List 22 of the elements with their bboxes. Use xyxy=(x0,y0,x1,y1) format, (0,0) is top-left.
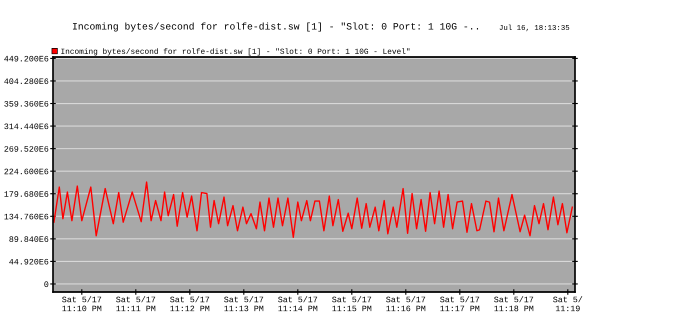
x-tick-label: Sat 5/17 11:18 PM xyxy=(494,296,534,312)
x-tick-label: Sat 5/17 11:13 PM xyxy=(224,296,264,312)
y-tick-label: 359.360E6 xyxy=(4,100,48,107)
x-tick-label: Sat 5/17 11:11 PM xyxy=(116,296,156,312)
y-tick-label: 404.280E6 xyxy=(4,78,48,84)
x-tick-label: Sat 5/17 11:15 PM xyxy=(332,296,372,312)
y-tick-label: 269.520E6 xyxy=(4,146,48,152)
x-tick-label: Sat 5/ 11:19 xyxy=(553,296,582,312)
chart-title: Incoming bytes/second for rolfe-dist.sw [1] - "Slot: 0 Port: 1 10G -.. xyxy=(72,22,478,32)
y-tick-label: 314.440E6 xyxy=(4,124,48,130)
y-tick-label: 224.600E6 xyxy=(4,168,48,174)
y-tick-label: 0 xyxy=(44,281,48,288)
x-tick-label: Sat 5/17 11:12 PM xyxy=(170,296,210,312)
y-tick-label: 179.680E6 xyxy=(4,191,48,197)
y-tick-label: 449.200E6 xyxy=(4,56,48,62)
x-tick-label: Sat 5/17 11:17 PM xyxy=(440,296,480,312)
x-tick-label: Sat 5/17 11:10 PM xyxy=(62,296,102,312)
x-tick-label: Sat 5/17 11:16 PM xyxy=(386,296,426,312)
y-tick-label: 44.920E6 xyxy=(9,258,48,265)
y-tick-label: 89.840E6 xyxy=(9,236,48,242)
x-tick-label: Sat 5/17 11:14 PM xyxy=(278,296,318,312)
y-tick-label: 134.760E6 xyxy=(4,214,48,220)
